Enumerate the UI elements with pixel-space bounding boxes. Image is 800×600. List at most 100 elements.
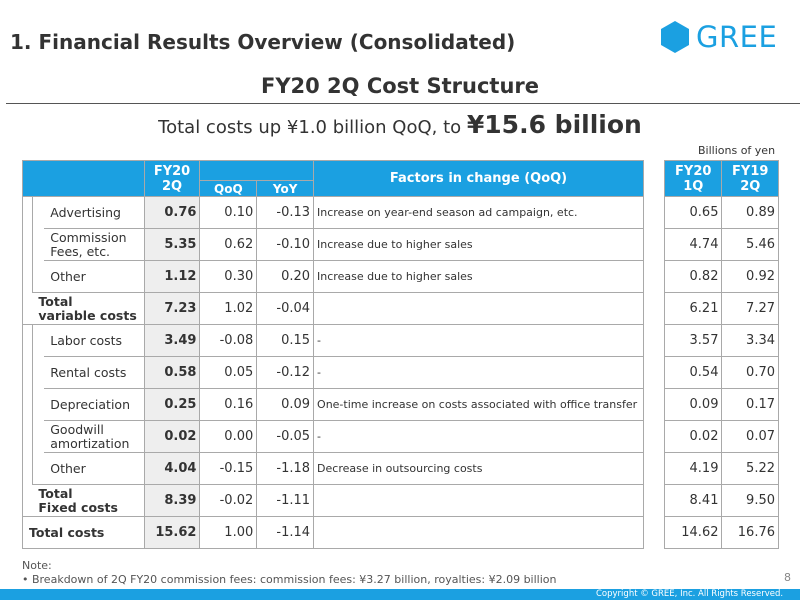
table-row: Other 1.12 0.30 0.20 Increase due to hig… [23, 260, 644, 293]
row-label: Goodwill amortization [44, 420, 145, 453]
footer-bar [0, 589, 800, 600]
row-label: Total Fixed costs [32, 484, 145, 517]
fy20-2q-value: 4.04 [143, 452, 201, 485]
fy19-2q-value: 0.70 [721, 356, 779, 389]
qoq-value: 0.05 [199, 356, 258, 389]
footnote: Note: • Breakdown of 2Q FY20 commission … [22, 559, 556, 587]
fy20-2q-value: 0.58 [143, 356, 201, 389]
prior-period-table: FY20 1Q FY19 2Q 0.65 0.89 4.74 5.46 0.82 0.92… [663, 160, 779, 549]
fy19-2q-value: 0.17 [721, 388, 779, 421]
factor-text [313, 516, 644, 549]
fy20-1q-value: 0.65 [663, 196, 723, 229]
yoy-value: -1.14 [256, 516, 315, 549]
header-change-group [199, 160, 315, 181]
fy20-2q-value: 7.23 [143, 292, 201, 325]
fy20-1q-value: 0.54 [663, 356, 723, 389]
qoq-value: 1.00 [199, 516, 258, 549]
headline-prefix: Total costs up ¥1.0 billion QoQ, to [158, 117, 467, 138]
header-blank [22, 160, 145, 197]
section-title: 1. Financial Results Overview (Consolida… [10, 30, 516, 54]
factor-text: One-time increase on costs associated wi… [313, 388, 644, 421]
yoy-value: -0.04 [256, 292, 315, 325]
header-yoy: YoY [256, 180, 315, 197]
table-row: Rental costs 0.58 0.05 -0.12 - [23, 356, 644, 389]
yoy-value: -0.05 [256, 420, 315, 453]
fy20-1q-value: 8.41 [663, 484, 723, 517]
qoq-value: 0.16 [199, 388, 258, 421]
table-row: Other 4.04 -0.15 -1.18 Decrease in outso… [23, 452, 644, 485]
table-row: Depreciation 0.25 0.16 0.09 One-time inc… [23, 388, 644, 421]
fy20-1q-value: 4.19 [663, 452, 723, 485]
row-label: Rental costs [44, 356, 145, 389]
fy19-2q-value: 7.27 [721, 292, 779, 325]
header-qoq: QoQ [199, 180, 258, 197]
yoy-value: 0.20 [256, 260, 315, 293]
factor-text: Increase due to higher sales [313, 228, 644, 261]
yoy-value: 0.15 [256, 324, 315, 357]
table-row: 0.82 0.92 [663, 260, 779, 293]
row-label: Labor costs [44, 324, 145, 357]
qoq-value: 0.00 [199, 420, 258, 453]
factor-text [313, 484, 644, 517]
hexagon-logo-icon [661, 21, 689, 53]
fy20-2q-value: 15.62 [143, 516, 201, 549]
logo-text: GREE [696, 20, 778, 54]
page-number: 8 [784, 571, 791, 584]
table-row: 3.57 3.34 [663, 324, 779, 357]
fy20-2q-value: 5.35 [143, 228, 201, 261]
table-row: Goodwill amortization 0.02 0.00 -0.05 - [23, 420, 644, 453]
headline-value: ¥15.6 billion [466, 110, 642, 139]
fy20-1q-value: 3.57 [663, 324, 723, 357]
fy19-2q-value: 5.22 [721, 452, 779, 485]
units-label: Billions of yen [698, 144, 776, 157]
fy19-2q-value: 3.34 [721, 324, 779, 357]
row-label: Commission Fees, etc. [44, 228, 145, 261]
table-row-total: Total variable costs 7.23 1.02 -0.04 [22, 292, 644, 325]
factor-text: - [313, 420, 644, 453]
table-row: 0.54 0.70 [663, 356, 779, 389]
table-row: 0.02 0.07 [663, 420, 779, 453]
yoy-value: -0.10 [256, 228, 315, 261]
slide-subtitle: FY20 2Q Cost Structure [260, 74, 540, 98]
qoq-value: 0.62 [199, 228, 258, 261]
factor-text: Decrease in outsourcing costs [313, 452, 644, 485]
fy19-2q-value: 0.92 [721, 260, 779, 293]
row-label: Other [44, 260, 145, 293]
fy20-1q-value: 0.09 [663, 388, 723, 421]
row-label: Advertising [44, 196, 145, 229]
factor-text: Increase on year-end season ad campaign,… [313, 196, 644, 229]
gree-logo: GREE [660, 20, 777, 54]
copyright: Copyright © GREE, Inc. All Rights Reserv… [596, 589, 784, 599]
qoq-value: -0.02 [199, 484, 258, 517]
row-label: Depreciation [44, 388, 145, 421]
note-line: • Breakdown of 2Q FY20 commission fees: … [22, 573, 557, 586]
table-row: 0.09 0.17 [663, 388, 779, 421]
table-row: Commission Fees, etc. 5.35 0.62 -0.10 Inc… [23, 228, 644, 261]
qoq-value: -0.08 [199, 324, 258, 357]
table-row-grand-total: 14.62 16.76 [663, 516, 779, 549]
fy20-1q-value: 6.21 [663, 292, 723, 325]
header-factors: Factors in change (QoQ) [313, 160, 644, 197]
fy19-2q-value: 16.76 [721, 516, 779, 549]
factor-text [313, 292, 644, 325]
fy20-2q-value: 1.12 [143, 260, 201, 293]
header-fy19-2q: FY19 2Q [721, 160, 779, 197]
fy20-2q-value: 0.02 [143, 420, 201, 453]
yoy-value: -1.18 [256, 452, 315, 485]
fy20-2q-value: 3.49 [143, 324, 201, 357]
factor-text: - [313, 324, 644, 357]
fy20-2q-value: 8.39 [143, 484, 201, 517]
fy19-2q-value: 9.50 [721, 484, 779, 517]
qoq-value: 1.02 [199, 292, 258, 325]
table-row-total: Total Fixed costs 8.39 -0.02 -1.11 [22, 484, 644, 517]
fy20-1q-value: 4.74 [663, 228, 723, 261]
fy19-2q-value: 5.46 [721, 228, 779, 261]
fy20-1q-value: 0.02 [663, 420, 723, 453]
table-row: Advertising 0.76 0.10 -0.13 Increase on … [22, 196, 644, 293]
table-row-total: 6.21 7.27 [663, 292, 779, 325]
table-row: 0.65 0.89 [663, 196, 779, 229]
factor-text: - [313, 356, 644, 389]
note-title: Note: [22, 559, 52, 572]
fy20-2q-value: 0.25 [143, 388, 201, 421]
yoy-value: -1.11 [256, 484, 315, 517]
